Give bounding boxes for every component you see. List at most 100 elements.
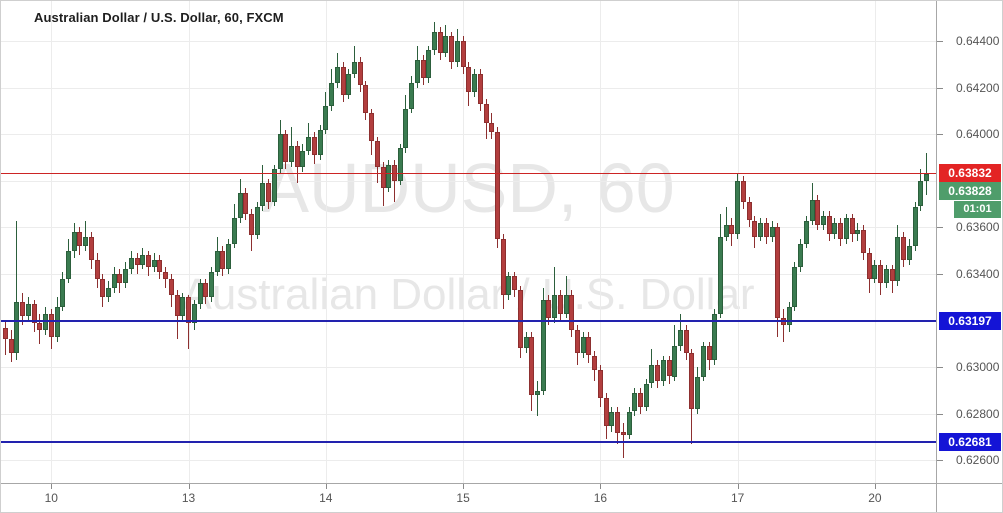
price-line-badge: 0.63197 — [939, 312, 1001, 331]
candle — [363, 85, 369, 114]
candle — [186, 297, 191, 323]
candle — [843, 218, 849, 240]
candle — [718, 236, 723, 314]
candle — [249, 213, 254, 235]
candle — [334, 66, 340, 83]
candle — [786, 306, 792, 326]
watermark-name: Australian Dollar / U.S. Dollar — [182, 270, 755, 319]
gridline-horizontal — [1, 180, 936, 182]
bar-countdown-badge: 01:01 — [954, 201, 1001, 219]
horizontal-price-line[interactable] — [1, 320, 936, 323]
candle — [815, 199, 821, 226]
candle — [254, 206, 260, 235]
candle-wick — [85, 220, 87, 251]
chart-area[interactable]: AUDUSD, 60 Australian Dollar / U.S. Doll… — [1, 1, 936, 483]
candle — [271, 169, 277, 202]
gridline-vertical — [51, 1, 53, 483]
candle — [163, 271, 169, 279]
candle — [409, 83, 415, 109]
price-line-badge: 0.62681 — [939, 432, 1001, 451]
candle — [357, 62, 363, 86]
time-axis[interactable]: 10 13 14 15 16 17 20 — [1, 483, 936, 512]
gridline-vertical — [874, 1, 876, 483]
candle — [14, 302, 20, 354]
candle — [569, 295, 575, 330]
candle — [432, 31, 437, 51]
candle — [466, 66, 472, 93]
last-price-badge: 0.63828 — [939, 182, 1001, 201]
candle-wick — [554, 267, 556, 323]
gridline-horizontal — [1, 460, 936, 462]
candle — [861, 229, 866, 254]
candle — [923, 174, 929, 181]
candle — [775, 227, 781, 319]
candle — [660, 360, 666, 382]
candle — [420, 59, 426, 79]
price-axis[interactable]: 0.64400 0.64200 0.64000 0.63600 0.63400 0.630… — [936, 1, 1002, 483]
price-tick-label: 0.62800 — [956, 406, 1000, 421]
candle-wick — [353, 45, 355, 79]
candle — [752, 220, 758, 237]
candle — [100, 278, 106, 298]
price-tick-label: 0.63000 — [956, 360, 1000, 375]
candle — [157, 260, 163, 272]
candle — [529, 336, 535, 396]
price-axis-tick — [937, 227, 943, 229]
gridline-vertical — [325, 1, 327, 483]
candle — [586, 336, 592, 356]
candle — [700, 346, 706, 377]
time-axis-tick — [737, 484, 739, 489]
time-tick-label: 13 — [181, 491, 196, 505]
candle — [289, 145, 294, 163]
gridline-horizontal — [1, 367, 936, 369]
candle — [620, 432, 626, 435]
candle — [351, 62, 357, 74]
candle — [535, 390, 540, 396]
price-axis-tick — [937, 274, 943, 275]
candle — [226, 243, 232, 270]
candle — [729, 225, 735, 235]
candle — [706, 346, 712, 361]
price-tick-label: 0.64000 — [956, 127, 1000, 142]
candle — [460, 41, 466, 67]
candle — [603, 397, 609, 426]
time-tick-label: 20 — [868, 491, 882, 505]
horizontal-price-line[interactable] — [1, 440, 936, 443]
price-axis-tick — [937, 41, 943, 43]
price-tick-label: 0.64400 — [956, 34, 1000, 49]
candle — [146, 255, 151, 267]
candle — [340, 66, 346, 95]
candle — [437, 31, 443, 53]
candle-wick — [782, 309, 784, 342]
candle — [477, 73, 483, 104]
symbol-title[interactable]: Australian Dollar / U.S. Dollar, 60, FXC… — [34, 10, 284, 25]
candle — [643, 383, 649, 407]
candle — [912, 206, 918, 247]
price-tick-label: 0.63400 — [956, 267, 1000, 281]
candle — [666, 360, 672, 377]
candle — [855, 229, 861, 235]
watermark-symbol: AUDUSD, 60 — [262, 149, 675, 227]
time-axis-tick — [51, 484, 53, 489]
candle — [832, 222, 838, 235]
candle — [94, 260, 100, 279]
candle — [872, 264, 878, 279]
candle — [191, 304, 197, 323]
candle — [277, 134, 283, 170]
candle — [311, 136, 317, 156]
gridline-horizontal — [1, 274, 936, 275]
candle — [506, 276, 512, 295]
time-axis-tick — [600, 484, 602, 489]
gridline-horizontal — [1, 413, 936, 415]
candle — [454, 41, 460, 63]
price-tick-label: 0.62600 — [956, 453, 1000, 468]
candle — [517, 290, 523, 349]
candle — [580, 336, 586, 354]
candle — [735, 180, 741, 235]
time-tick-label: 10 — [44, 491, 58, 505]
candle — [151, 260, 157, 268]
gridline-horizontal — [1, 134, 936, 136]
candle — [906, 246, 912, 261]
horizontal-price-line[interactable] — [1, 172, 936, 174]
candle — [494, 131, 500, 240]
